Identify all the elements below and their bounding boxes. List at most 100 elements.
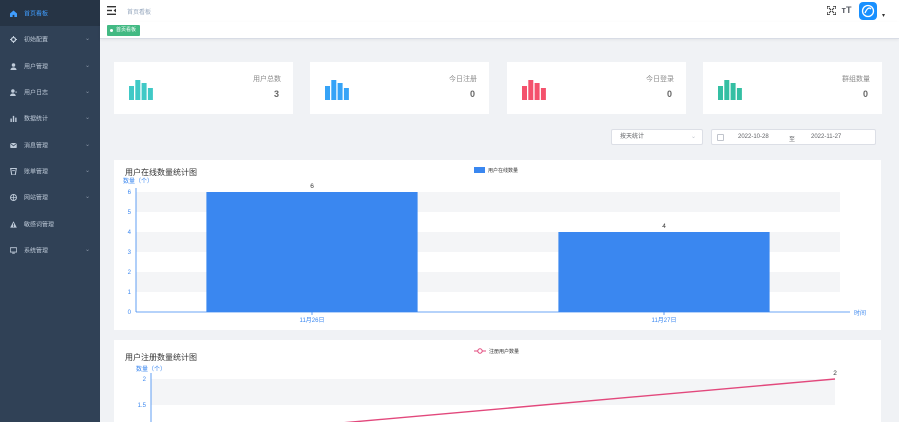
sidebar-item-5[interactable]: 数据统计 ⌄ (0, 105, 100, 131)
y-tick-label: 1 (128, 290, 132, 296)
stat-label: 用户总数 (253, 76, 281, 83)
sidebar: 首页看板 初始配置 ⌄ 用户管理 ⌄ 用户日志 ⌄ 数据统计 ⌄ 消息管理 ⌄ 账单管理 ⌄ 网站管理 ⌄ 敏… (0, 0, 100, 422)
legend-label[interactable]: 注册用户数量 (489, 348, 519, 355)
font-size-icon[interactable]: тT (841, 5, 852, 15)
sidebar-item-label: 数据统计 (24, 116, 49, 123)
online-users-chart-panel: 用户在线数量统计图 0 1 2 3 4 5 6 数量（个） 时间 用户在线数量 6 11月26日 4 11… (114, 160, 881, 330)
sidebar-item-4[interactable]: 用户日志 ⌄ (0, 79, 100, 105)
user-log-icon (9, 88, 17, 96)
chevron-down-icon: ⌄ (85, 115, 91, 122)
y-tick-label: 3 (128, 250, 132, 256)
y-axis-unit-label: 数量（个） (123, 177, 153, 185)
bar[interactable] (206, 192, 418, 312)
chevron-down-icon: ⌄ (85, 63, 91, 70)
register-users-chart-panel: 用户注册数量统计图 2 1.5 数量（个） 注册用户数量 2 (114, 340, 881, 422)
y-tick-label: 4 (128, 230, 132, 236)
tags-view-bar: 首页看板 (100, 22, 899, 39)
y-tick-label: 5 (128, 210, 132, 216)
fullscreen-icon[interactable] (827, 6, 836, 15)
sidebar-item-8[interactable]: 网站管理 ⌄ (0, 184, 100, 210)
sidebar-item-label: 用户管理 (24, 64, 49, 71)
stat-label: 今日注册 (449, 76, 477, 83)
bar[interactable] (558, 232, 770, 312)
sidebar-item-2[interactable]: 初始配置 ⌄ (0, 26, 100, 52)
bar-chart-icon (325, 80, 349, 100)
sidebar-item-1[interactable]: 首页看板 (0, 0, 100, 26)
bar-data-label: 4 (662, 223, 666, 230)
sidebar-item-label: 用户日志 (24, 90, 49, 97)
start-date-input[interactable]: 2022-10-28 (738, 134, 769, 140)
legend-marker[interactable] (477, 348, 483, 354)
chevron-down-icon: ⌄ (690, 134, 696, 140)
stat-label: 今日登录 (646, 76, 674, 83)
stat-value: 0 (666, 89, 672, 99)
stat-mode-select[interactable]: 按天统计 ⌄ (611, 129, 703, 145)
sidebar-item-6[interactable]: 消息管理 ⌄ (0, 132, 100, 158)
y-tick-label: 1.5 (138, 403, 147, 409)
y-tick-label: 0 (128, 310, 132, 316)
hamburger-icon[interactable] (107, 6, 116, 15)
legend-swatch[interactable] (474, 167, 485, 173)
chevron-down-icon: ⌄ (85, 142, 91, 149)
top-navbar: 首页看板 тT ▾ (100, 0, 899, 22)
x-axis-unit-label: 时间 (854, 309, 866, 317)
stat-card-today-register[interactable]: 今日注册 0 (310, 62, 489, 114)
bar-chart-icon (9, 114, 17, 122)
sidebar-item-10[interactable]: 系统管理 ⌄ (0, 237, 100, 263)
message-icon (9, 141, 17, 149)
system-icon (9, 246, 17, 254)
avatar-caret-icon[interactable]: ▾ (882, 13, 886, 19)
avatar[interactable] (859, 2, 877, 20)
bar-chart-icon (718, 80, 742, 100)
stat-card-total-users[interactable]: 用户总数 3 (114, 62, 293, 114)
warning-icon (9, 220, 17, 228)
chevron-down-icon: ⌄ (85, 194, 91, 201)
online-chart-title: 用户在线数量统计图 (125, 168, 197, 177)
sidebar-item-label: 敏感词管理 (24, 222, 55, 229)
stat-card-group-count[interactable]: 群组数量 0 (703, 62, 882, 114)
chevron-down-icon: ⌄ (85, 36, 91, 43)
avatar-logo-icon (861, 4, 875, 18)
sidebar-item-3[interactable]: 用户管理 ⌄ (0, 53, 100, 79)
y-tick-label: 2 (143, 377, 147, 383)
sidebar-item-label: 系统管理 (24, 248, 49, 255)
calendar-icon (717, 134, 724, 141)
stat-value: 0 (469, 89, 475, 99)
dashboard-icon (9, 9, 17, 17)
sidebar-item-label: 网站管理 (24, 195, 49, 202)
y-tick-label: 2 (128, 270, 132, 276)
sidebar-item-7[interactable]: 账单管理 ⌄ (0, 158, 100, 184)
stat-card-today-login[interactable]: 今日登录 0 (507, 62, 686, 114)
register-users-line-chart: 2 1.5 数量（个） 注册用户数量 2 (136, 348, 837, 422)
bar-chart-icon (129, 80, 153, 100)
sidebar-item-label: 初始配置 (24, 37, 49, 44)
y-axis-unit-label: 数量（个） (136, 365, 166, 373)
sidebar-item-label: 账单管理 (24, 169, 49, 176)
sidebar-item-label: 消息管理 (24, 143, 49, 150)
legend-label[interactable]: 用户在线数量 (488, 167, 518, 174)
website-icon (9, 193, 17, 201)
chevron-down-icon: ⌄ (85, 247, 91, 254)
date-range-separator: 至 (789, 137, 796, 143)
stat-label: 群组数量 (842, 76, 870, 83)
user-icon (9, 62, 17, 70)
stat-value: 3 (273, 89, 279, 99)
y-tick-label: 6 (128, 190, 132, 196)
register-chart-title: 用户注册数量统计图 (125, 353, 197, 362)
end-date-input[interactable]: 2022-11-27 (811, 134, 842, 140)
sidebar-item-9[interactable]: 敏感词管理 (0, 211, 100, 237)
chevron-down-icon: ⌄ (85, 89, 91, 96)
bar-chart-icon (522, 80, 546, 100)
date-range-picker[interactable]: 2022-10-28 至 2022-11-27 (711, 129, 876, 145)
stat-value: 0 (862, 89, 868, 99)
breadcrumb[interactable]: 首页看板 (127, 10, 152, 16)
bar-data-label: 6 (310, 183, 314, 190)
x-tick-label: 11月27日 (652, 317, 677, 324)
stat-mode-value: 按天统计 (620, 134, 645, 140)
online-users-bar-chart: 0 1 2 3 4 5 6 数量（个） 时间 用户在线数量 6 11月26日 4 11月27日 (123, 167, 866, 324)
grid-band (151, 379, 835, 405)
series-line[interactable] (251, 378, 836, 422)
x-tick-label: 11月26日 (300, 317, 325, 324)
tag-home[interactable]: 首页看板 (107, 25, 141, 36)
bill-icon (9, 167, 17, 175)
